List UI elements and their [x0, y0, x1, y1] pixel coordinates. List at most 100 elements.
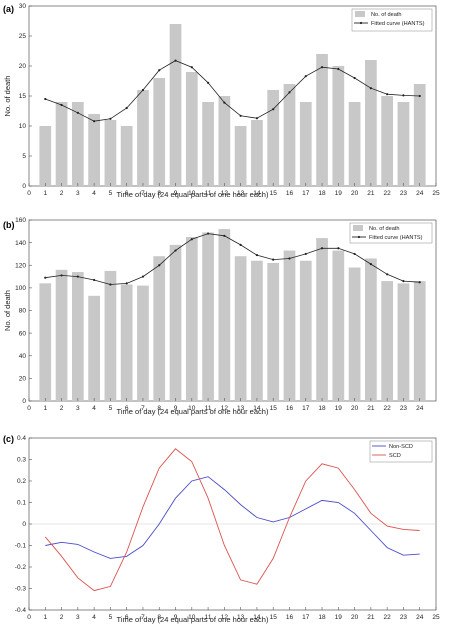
y-tick-label: 80: [19, 308, 27, 315]
bar: [381, 281, 394, 401]
x-tick-label: 9: [174, 614, 178, 621]
line-point: [239, 114, 242, 117]
y-tick-label: 0.2: [17, 478, 26, 485]
x-tick-label: 17: [302, 614, 310, 621]
bar: [55, 102, 68, 186]
y-tick-label: 40: [19, 353, 27, 360]
x-tick-label: 3: [76, 405, 80, 412]
x-tick-label: 23: [400, 614, 408, 621]
x-tick-label: 8: [157, 190, 161, 197]
line-point: [288, 257, 291, 260]
line-point: [141, 88, 145, 92]
x-tick-label: 21: [367, 405, 375, 412]
bar: [88, 114, 100, 186]
x-tick-label: 16: [286, 405, 294, 412]
bar: [55, 269, 68, 401]
line-point: [418, 94, 421, 98]
bar: [348, 267, 361, 401]
x-axis: 0 1 2 3 4 5 6 7 8 9 10 11 12 13 14 15 16 17 18 19 20 21 22 23 24…: [27, 183, 440, 199]
line-point: [125, 106, 128, 110]
x-tick-label: 6: [125, 190, 129, 197]
x-tick-label: 10: [188, 614, 196, 621]
line-point: [272, 108, 275, 111]
line-point: [272, 258, 275, 261]
series-line: [44, 448, 420, 592]
x-axis-title: Time of day (24 equal parts of one hour …: [117, 190, 269, 199]
y-axis-title: No. of death: [3, 76, 12, 117]
bar: [120, 126, 133, 186]
line-series: [44, 232, 421, 286]
line-point: [158, 264, 161, 267]
bar: [283, 250, 296, 401]
line-point: [44, 97, 47, 101]
y-tick-label: 60: [19, 330, 27, 337]
line-series: [44, 59, 421, 123]
bar: [299, 260, 312, 401]
x-tick-label: 17: [302, 190, 310, 197]
line-point: [76, 111, 79, 114]
line-point: [320, 66, 324, 69]
x-tick-label: 1: [43, 405, 47, 412]
y-tick-label: 100: [15, 285, 26, 292]
line-point: [93, 120, 96, 123]
x-tick-label: 18: [318, 405, 326, 412]
x-tick-label: 15: [270, 190, 278, 197]
x-tick-label: 18: [318, 190, 326, 197]
line-point: [386, 273, 389, 276]
bar: [169, 244, 182, 401]
x-tick-label: 24: [416, 405, 424, 412]
x-tick-label: 8: [157, 614, 161, 621]
bar: [153, 256, 166, 401]
line-point: [369, 87, 372, 90]
x-tick-label: 11: [205, 405, 212, 412]
x-tick-label: 24: [416, 190, 424, 197]
bar: [218, 96, 231, 186]
x-tick-label: 9: [174, 405, 178, 412]
line-point: [353, 76, 356, 80]
line-point: [320, 247, 324, 250]
panel-label: (c): [3, 434, 14, 444]
x-tick-label: 0: [27, 190, 31, 197]
chart-panel-1: (a)0 1 2 3 4 5 6 7 8 9 10 11 12 13 14 15 16 17 18 19 20 21 22 2…: [3, 3, 440, 199]
x-tick-label: 2: [60, 190, 64, 197]
x-tick-label: 5: [109, 405, 113, 412]
bar: [381, 96, 394, 186]
line-point: [304, 75, 307, 78]
x-tick-label: 19: [335, 190, 343, 197]
line-point: [386, 93, 389, 96]
line-point: [369, 263, 372, 266]
bar: [413, 84, 426, 186]
x-tick-label: 12: [221, 614, 229, 621]
bar: [88, 295, 100, 401]
x-tick-label: 1: [43, 614, 47, 621]
x-tick-label: 7: [141, 190, 145, 197]
legend-swatch: [355, 11, 365, 17]
x-tick-label: 10: [188, 405, 196, 412]
bar: [104, 120, 117, 186]
x-tick-label: 22: [384, 614, 392, 621]
line-point: [223, 101, 226, 104]
bar: [397, 102, 410, 186]
bar: [365, 60, 377, 186]
x-tick-label: 19: [335, 614, 343, 621]
bar: [234, 256, 247, 401]
x-tick-label: 1: [43, 190, 47, 197]
bar: [39, 283, 52, 401]
bar: [185, 236, 198, 401]
line-point: [206, 232, 210, 235]
bar-series: [39, 229, 426, 401]
bar: [202, 232, 214, 401]
y-axis: 0 20 40 60 80 100 120 140 160 No. of death: [3, 217, 32, 405]
line-point: [223, 234, 226, 237]
bar: [218, 229, 231, 401]
x-tick-label: 9: [174, 190, 178, 197]
line-point: [109, 283, 112, 286]
line-point: [255, 117, 259, 120]
x-tick-label: 16: [286, 614, 294, 621]
series-line: [45, 233, 420, 285]
bar: [365, 258, 377, 401]
legend: No. of death Fitted curve (HANTS): [351, 8, 433, 32]
x-tick-label: 24: [416, 614, 424, 621]
bar: [71, 272, 84, 401]
y-tick-label: 0.1: [17, 500, 26, 507]
